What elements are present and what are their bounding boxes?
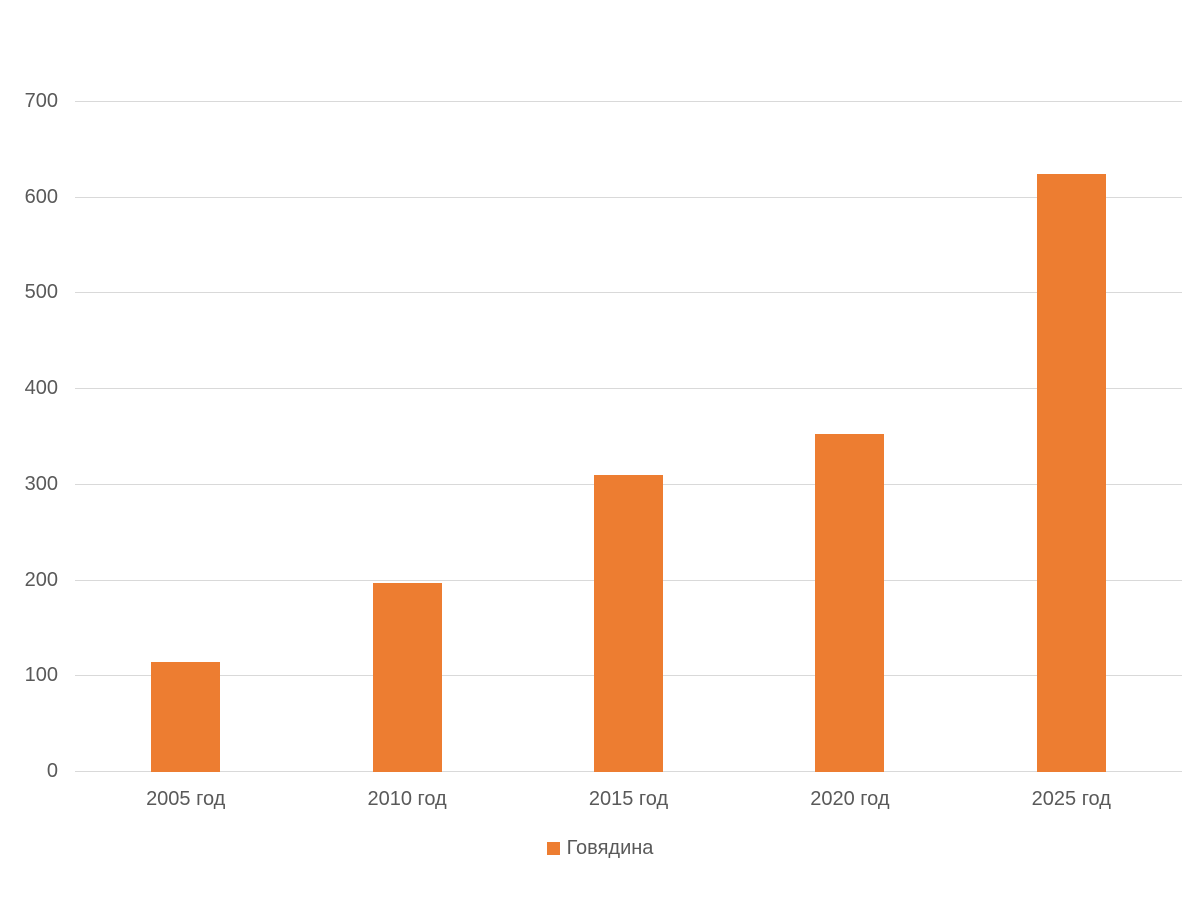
y-axis-tick-label: 200 [24, 568, 58, 591]
y-axis-tick-label: 500 [24, 281, 58, 304]
gridline [75, 388, 1182, 390]
bar [1036, 173, 1106, 772]
y-axis-tick-label: 0 [46, 760, 58, 782]
y-axis-tick-label: 600 [24, 185, 58, 208]
gridline [75, 101, 1182, 102]
y-axis-tick-label: 700 [24, 90, 58, 112]
legend-marker-icon [546, 841, 560, 855]
gridline [75, 292, 1182, 294]
bar [815, 434, 885, 772]
x-axis-tick-label: 2020 год [810, 788, 890, 810]
legend-label: Говядина [566, 837, 654, 859]
x-axis-tick-label: 2005 год [146, 788, 226, 810]
y-axis-tick-label: 300 [24, 472, 58, 495]
x-axis-tick-label: 2025 год [1031, 788, 1111, 810]
bar [594, 475, 663, 772]
bar [151, 661, 221, 772]
gridline [75, 196, 1182, 198]
x-axis-tick-label: 2010 год [367, 788, 447, 810]
bar [372, 583, 442, 772]
y-axis-tick-label: 400 [24, 377, 58, 400]
y-axis-tick-label: 100 [24, 664, 58, 687]
legend: Говядина [0, 836, 1200, 860]
x-axis-tick-label: 2015 год [588, 788, 669, 810]
